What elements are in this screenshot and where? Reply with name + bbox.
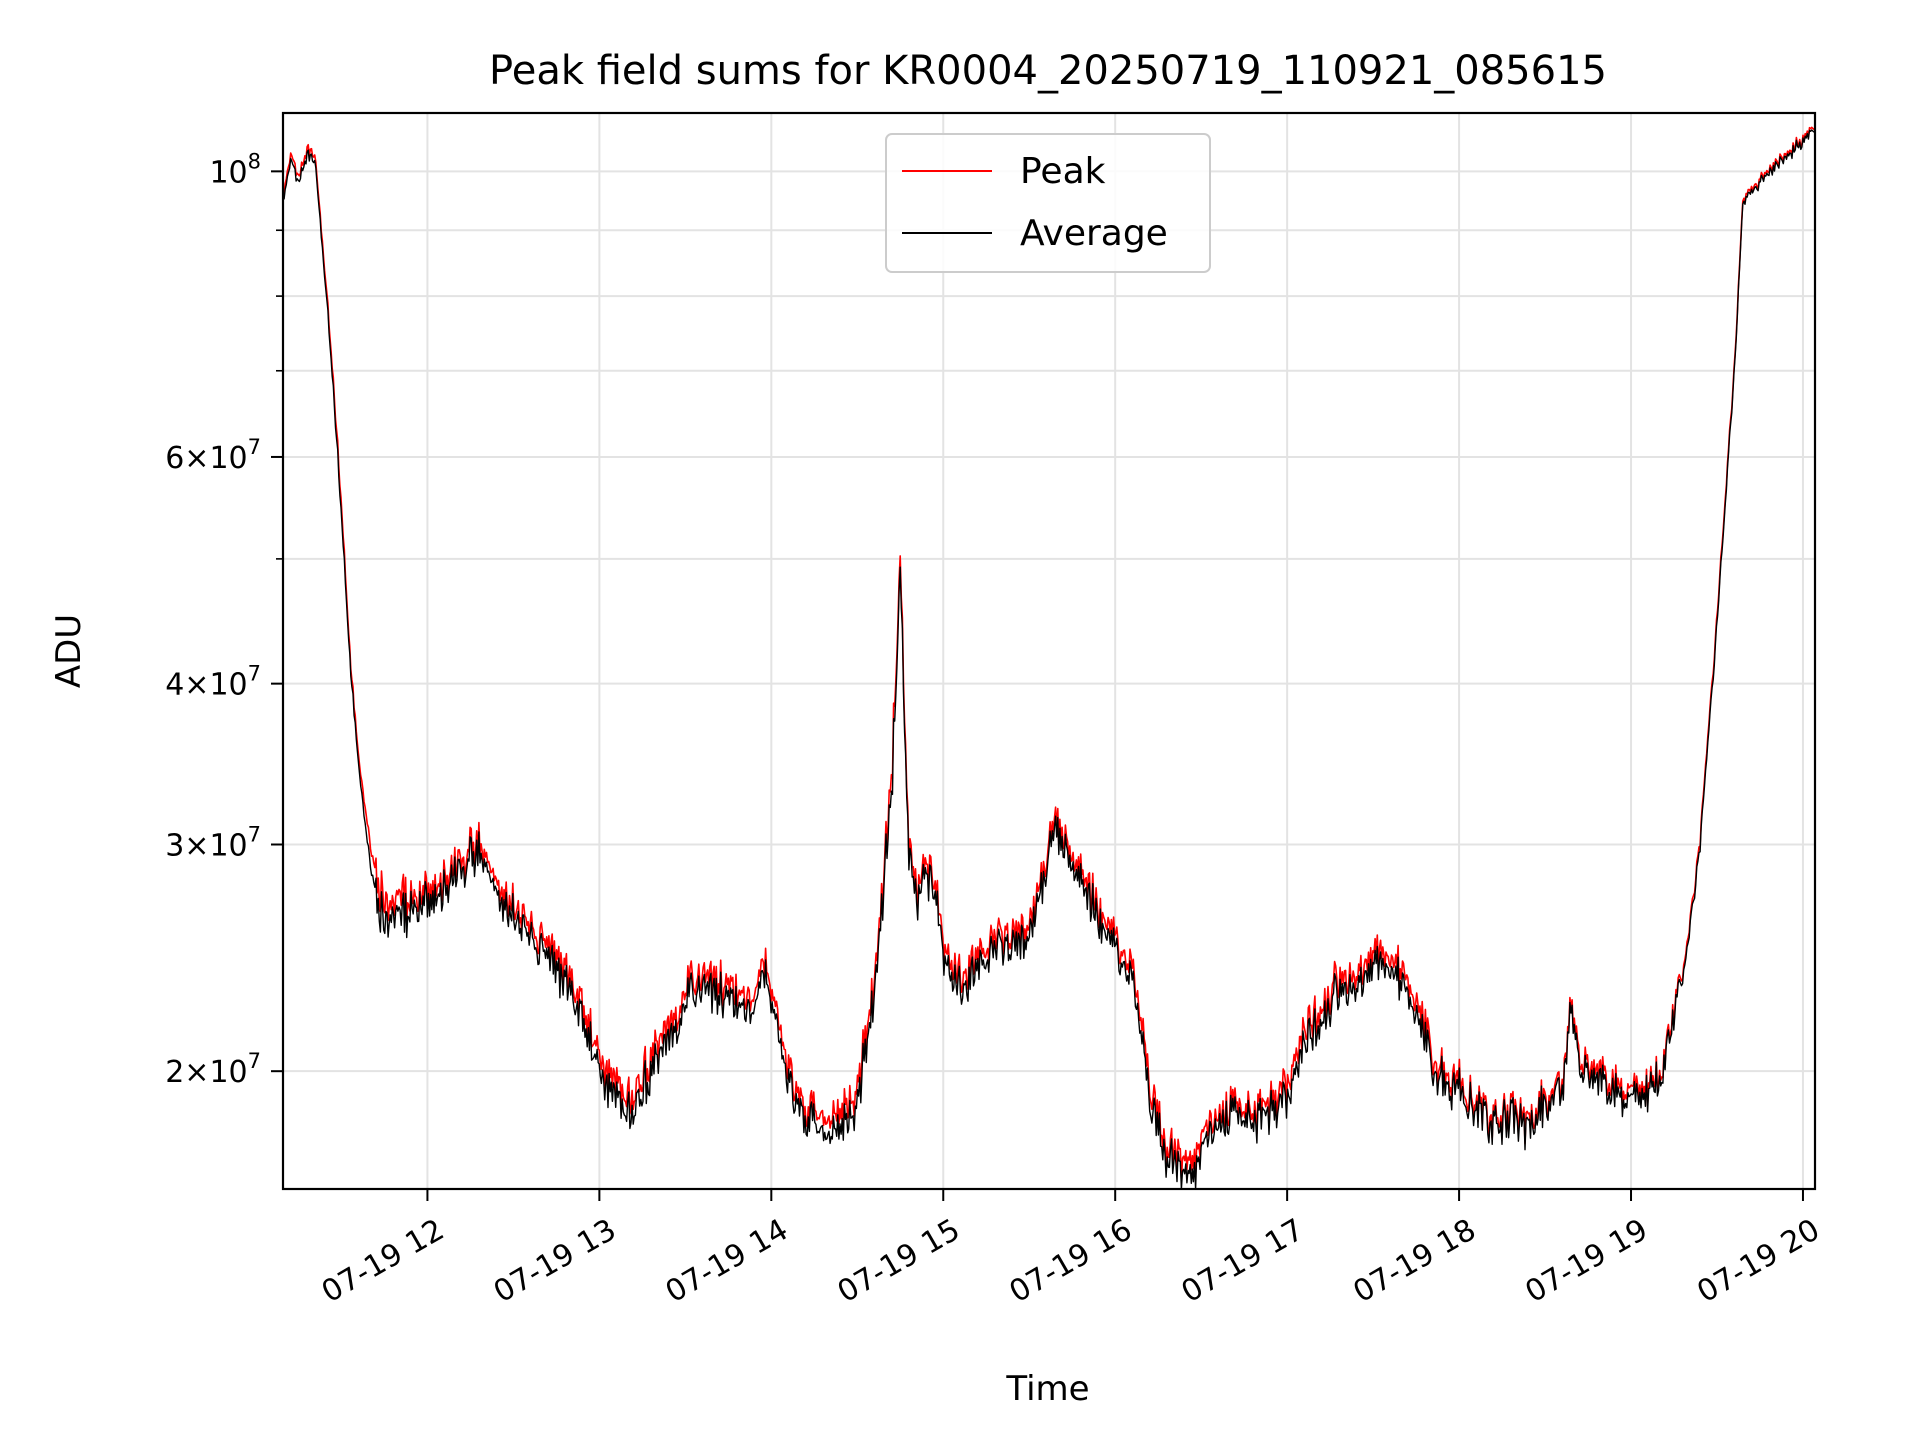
legend: Peak Average xyxy=(885,133,1211,273)
series-line-average xyxy=(282,129,1816,1190)
y-tick-label: 6×107 xyxy=(165,435,261,476)
legend-label-average: Average xyxy=(1020,213,1168,254)
x-tick-label: 07-19 18 xyxy=(1348,1212,1482,1310)
x-tick-label: 07-19 14 xyxy=(660,1212,794,1310)
y-axis: 2×107 3×107 4×107 6×107 108 xyxy=(165,149,283,1090)
y-tick-label: 4×107 xyxy=(165,662,261,703)
x-tick-label: 07-19 19 xyxy=(1520,1212,1654,1310)
x-tick-label: 07-19 20 xyxy=(1691,1212,1825,1310)
y-tick-label: 2×107 xyxy=(165,1049,261,1090)
x-tick-label: 07-19 16 xyxy=(1004,1212,1138,1310)
legend-label-peak: Peak xyxy=(1020,151,1106,192)
x-tick-label: 07-19 15 xyxy=(832,1212,966,1310)
x-tick-label: 07-19 12 xyxy=(316,1212,450,1310)
grid xyxy=(283,113,1815,1189)
y-tick-label: 108 xyxy=(209,149,261,190)
y-tick-label: 3×107 xyxy=(165,822,261,863)
x-tick-label: 07-19 13 xyxy=(488,1212,622,1310)
series-layer xyxy=(282,126,1816,1190)
legend-box xyxy=(885,133,1211,273)
series-line-peak xyxy=(282,126,1816,1183)
plot-frame xyxy=(281,111,1817,1191)
x-tick-label: 07-19 17 xyxy=(1176,1212,1310,1310)
y-axis-label: ADU xyxy=(49,614,89,688)
x-axis: 07-19 12 07-19 13 07-19 14 07-19 15 07-19 16… xyxy=(316,1189,1826,1310)
chart-title: Peak field sums for KR0004_20250719_1109… xyxy=(489,48,1607,94)
x-axis-label: Time xyxy=(1005,1369,1089,1409)
